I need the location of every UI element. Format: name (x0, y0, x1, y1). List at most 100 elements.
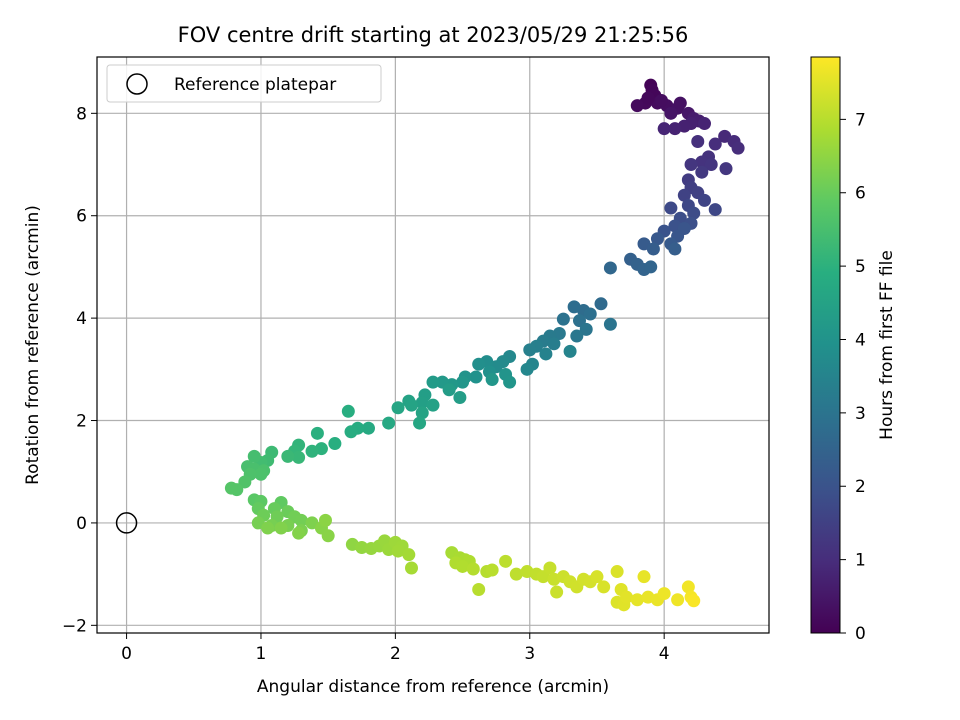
x-tick-label: 3 (524, 644, 535, 664)
scatter-point (404, 398, 418, 412)
scatter-point (292, 450, 306, 464)
scatter-point (294, 513, 308, 527)
x-axis-label: Angular distance from reference (arcmin) (257, 677, 609, 697)
x-tick-label: 1 (256, 644, 267, 664)
scatter-point (731, 141, 745, 155)
x-tick-label: 0 (121, 644, 132, 664)
scatter-point (472, 582, 486, 596)
scatter-point (520, 362, 534, 376)
legend-label: Reference platepar (174, 75, 336, 95)
scatter-point (499, 554, 513, 568)
scatter-point (567, 300, 581, 314)
scatter-point (466, 562, 480, 576)
scatter-point (630, 593, 644, 607)
scatter-point (708, 137, 722, 151)
scatter-point (671, 593, 685, 607)
scatter-point (254, 467, 268, 481)
colorbar-tick-label: 1 (855, 551, 866, 571)
data-points (224, 78, 745, 612)
colorbar-tick-label: 4 (855, 330, 866, 350)
scatter-point (691, 134, 705, 148)
scatter-point (697, 193, 711, 207)
scatter-point (646, 242, 660, 256)
scatter-point (673, 96, 687, 110)
scatter-point (261, 521, 275, 535)
scatter-point (583, 307, 597, 321)
reference-marker-group (115, 512, 138, 534)
scatter-point (355, 540, 369, 554)
x-tick-label: 4 (659, 644, 670, 664)
y-tick-label: −2 (62, 616, 87, 636)
legend-marker-open-circle (126, 73, 148, 95)
scatter-point (603, 317, 617, 331)
scatter-point (597, 580, 611, 594)
scatter-point (664, 106, 678, 120)
scatter-point (641, 91, 655, 105)
scatter-point (509, 567, 523, 581)
scatter-point (485, 563, 499, 577)
scatter-point (610, 565, 624, 579)
scatter-point (224, 481, 238, 495)
colorbar-tick-label: 0 (855, 624, 866, 644)
scatter-point (485, 373, 499, 387)
scatter-point (404, 561, 418, 575)
reference-platepar-marker (115, 512, 138, 534)
y-tick-label: 0 (76, 514, 87, 534)
scatter-point (543, 561, 557, 575)
scatter-point (321, 529, 335, 543)
y-tick-label: 4 (76, 309, 87, 329)
scatter-point (590, 570, 604, 584)
scatter-point (238, 475, 252, 489)
scatter-point (644, 260, 658, 274)
scatter-point (292, 526, 306, 540)
scatter-point (556, 312, 570, 326)
scatter-point (650, 232, 664, 246)
colorbar-gradient (810, 56, 841, 634)
y-axis-ticks: −2 0 2 4 6 8 (62, 104, 97, 636)
scatter-point (708, 203, 722, 217)
y-tick-label: 8 (76, 104, 87, 124)
scatter-point (687, 594, 701, 608)
scatter-point (620, 590, 634, 604)
scatter-point (415, 396, 429, 410)
scatter-point (563, 344, 577, 358)
scatter-point (687, 206, 701, 220)
legend: Reference platepar (106, 64, 382, 103)
y-tick-label: 2 (76, 412, 87, 432)
scatter-point (594, 297, 608, 311)
colorbar-tick-label: 2 (855, 477, 866, 497)
chart-title: FOV centre drift starting at 2023/05/29 … (178, 23, 689, 47)
colorbar-label: Hours from first FF file (877, 250, 897, 440)
colorbar-tick-label: 5 (855, 257, 866, 277)
scatter-point (539, 347, 553, 361)
scatter-point (719, 162, 733, 176)
legend-box (106, 64, 382, 103)
colorbar-ticks: 0 1 2 3 4 5 6 7 (840, 110, 866, 644)
scatter-point (413, 416, 427, 430)
scatter-point (630, 99, 644, 113)
colorbar-tick-label: 7 (855, 110, 866, 130)
scatter-point (603, 261, 617, 275)
grid (97, 57, 769, 633)
colorbar: 0 1 2 3 4 5 6 7 Hours from first FF file (810, 56, 897, 644)
scatter-point (550, 585, 564, 599)
scatter-point (695, 165, 709, 179)
scatter-point (704, 158, 718, 172)
colorbar-tick-label: 3 (855, 404, 866, 424)
scatter-point (310, 426, 324, 440)
scatter-point (664, 201, 678, 215)
x-axis-ticks: 0 1 2 3 4 (121, 633, 670, 664)
scatter-point (453, 390, 467, 404)
scatter-point (668, 242, 682, 256)
scatter-point (657, 122, 671, 136)
scatter-point (472, 357, 486, 371)
scatter-point (318, 513, 332, 527)
x-tick-label: 2 (390, 644, 401, 664)
scatter-point (341, 404, 355, 418)
scatter-point (579, 322, 593, 336)
scatter-point (570, 329, 584, 343)
scatter-point (305, 444, 319, 458)
y-axis-label: Rotation from reference (arcmin) (23, 205, 43, 485)
scatter-point (391, 544, 405, 558)
